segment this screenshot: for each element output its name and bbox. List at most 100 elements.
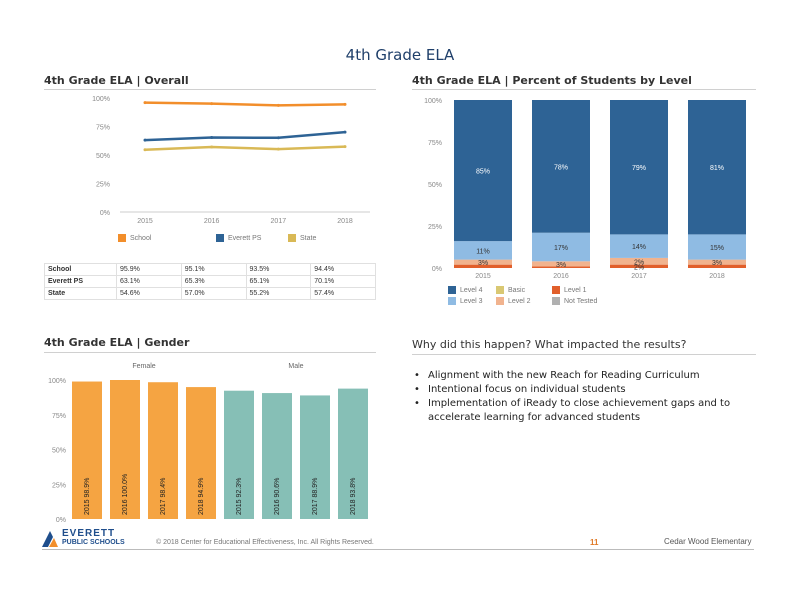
x-tick-label: 2017 [271,218,287,225]
page-title: 4th Grade ELA [345,46,455,64]
legend-swatch [448,286,456,294]
legend-label: Basic [508,286,526,294]
legend-swatch [496,286,504,294]
table-row: Everett PS 63.1% 65.3% 65.1% 70.1% [44,275,376,288]
data-label: 85% [476,169,490,176]
table-cell: 65.1% [245,275,312,288]
legend-label: State [300,234,317,242]
bar-segment [610,257,668,265]
bar [186,387,216,519]
x-tick-label: 2015 [475,273,491,280]
data-label: 14% [632,244,646,251]
legend-item: Everett PS [216,234,261,242]
y-tick-label: 50% [428,182,442,189]
y-tick-label: 100% [424,98,442,105]
x-tick-label: 2015 [137,218,153,225]
legend-swatch [288,234,296,242]
table-cell: 57.0% [180,287,247,300]
legend-item: Level 3 [448,297,483,305]
y-tick-label: 100% [92,96,110,103]
data-point [210,145,214,149]
y-tick-label: 25% [428,224,442,231]
bar-segment [532,232,590,262]
legend-item: Level 4 [448,286,483,294]
series-line [144,130,346,142]
legend-item: Not Tested [552,297,597,305]
table-cell: 70.1% [310,275,376,288]
data-label: 15% [710,245,724,252]
y-tick-label: 25% [96,182,110,189]
footer-copyright: © 2018 Center for Educational Effectiven… [156,539,374,546]
legend-swatch [118,234,126,242]
data-point [143,138,147,142]
data-label: 3% [712,260,722,267]
y-tick-label: 0% [100,210,110,217]
bar [110,380,140,519]
bar-segment [454,259,512,265]
overall-title-rule [44,89,376,90]
bar-segment [610,264,668,268]
table-cell: 94.4% [310,263,376,276]
levels-title-rule [412,89,756,90]
table-row: School 95.9% 95.1% 93.5% 94.4% [44,263,376,276]
y-tick-label: 100% [48,378,66,385]
series-line [144,101,346,107]
gender-chart-title: 4th Grade ELA | Gender [44,336,190,349]
table-cell: 95.1% [180,263,247,276]
overall-line-chart: 100% 75% 50% 25% 0% 2015 2016 2017 2018 [92,96,370,225]
bar-label: 2018 93.8% [350,478,357,515]
table-row-header: School [44,263,117,276]
y-tick-label: 0% [432,266,442,273]
bar-segment [688,234,746,260]
x-tick-label: 2016 [553,273,569,280]
y-tick-label: 50% [52,448,66,455]
why-item: Intentional focus on individual students [414,383,754,397]
data-point [210,102,214,106]
data-label: 2% [634,264,644,271]
y-tick-label: 75% [428,140,442,147]
table-cell: 54.6% [116,287,182,300]
table-cell: 65.3% [180,275,247,288]
x-tick-label: 2016 [204,218,220,225]
data-label: 78% [554,164,568,171]
bar-segment [688,100,746,235]
table-row-header: State [44,287,117,300]
legend-label: Level 2 [508,297,531,305]
bar-label: 2015 98.9% [84,478,91,515]
bar-label: 2017 98.4% [160,478,167,515]
bar-label: 2018 94.9% [198,478,205,515]
bar-segment [532,100,590,233]
table-cell: 63.1% [116,275,182,288]
bar-label: 2016 100.0% [122,474,129,515]
data-point [276,136,280,140]
overall-data-table: School 95.9% 95.1% 93.5% 94.4% Everett PS 63.1… [44,263,376,300]
table-row: State 54.6% 57.0% 55.2% 57.4% [44,287,376,300]
legend-item: Level 1 [552,286,587,294]
legend-swatch [216,234,224,242]
bar [338,388,368,519]
data-point [343,145,347,149]
data-point [276,147,280,151]
table-row-header: Everett PS [44,275,117,288]
table-cell: 55.2% [245,287,312,300]
y-tick-label: 25% [52,482,66,489]
legend-item: State [288,234,316,242]
legend-swatch [448,297,456,305]
bar [148,382,178,519]
levels-legend: Level 4 Basic Level 1 Level 3 Level 2 Not Tes… [448,286,748,310]
legend-item: School [118,234,151,242]
why-item: Implementation of iReady to close achiev… [414,397,754,425]
footer-rule [42,549,754,550]
gender-title-rule [44,352,376,353]
x-tick-label: 2017 [631,273,647,280]
table-cell: 95.9% [116,263,182,276]
bar [300,395,330,519]
bar [224,390,254,519]
data-label: 17% [554,245,568,252]
x-tick-label: 2018 [709,273,725,280]
data-label: 79% [632,165,646,172]
gender-bar-chart: 100% 75% 50% 25% 0% 2015 98.9% 2016 100.0% 2017… [48,363,368,524]
group-label: Male [288,363,303,370]
bar-segment [610,234,668,258]
y-tick-label: 75% [52,413,66,420]
